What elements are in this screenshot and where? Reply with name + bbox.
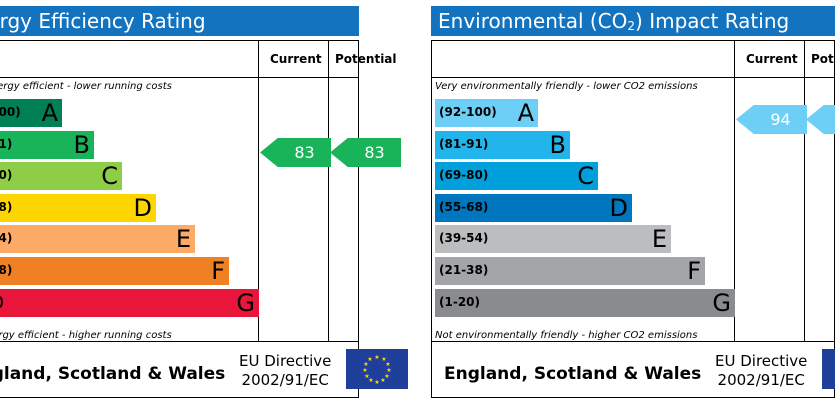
band-letter: C [577,162,594,191]
potential-header: Potential [335,52,397,66]
svg-text:★: ★ [363,361,368,368]
svg-text:★: ★ [374,354,379,361]
svg-text:★: ★ [374,379,379,386]
eu-directive: EU Directive 2002/91/EC [239,352,332,389]
band-range: (55-68) [0,199,13,214]
band-range: (69-80) [0,168,13,183]
energy-efficiency-panel: Energy Efficiency Rating Current Potenti… [0,6,408,398]
band-letter: D [609,193,628,222]
band-letter: E [175,225,191,254]
rating-band-a: (92-100) A [0,99,62,127]
rating-band-g: (1-20) G [0,288,259,317]
potential-rating-value: 83 [364,143,385,162]
band-range: (69-80) [439,168,489,183]
svg-text:★: ★ [380,377,385,384]
band-range: (81-91) [0,136,13,151]
band-range: (92-100) [439,105,497,119]
svg-text:★: ★ [367,356,372,363]
potential-rating-arrow: 83 [330,138,401,167]
rating-band-g: (1-20) G [435,288,735,317]
panel-title: Energy Efficiency Rating [0,9,206,33]
current-rating-value: 94 [770,110,791,129]
potential-header: Potential [811,52,835,66]
rating-band-d: (55-68) D [435,193,632,222]
svg-text:★: ★ [381,356,386,363]
rating-band-c: (69-80) C [435,162,598,191]
rating-band-e: (39-54) E [435,225,671,254]
band-letter: B [549,130,566,159]
band-letter: B [73,130,90,159]
band-range: (21-38) [0,263,13,277]
rating-band-e: (39-54) E [0,225,195,254]
current-rating-arrow: 83 [260,138,331,167]
environmental-impact-panel: Environmental (CO2) Impact Rating Curren… [431,0,835,404]
svg-text:★: ★ [385,361,390,368]
panel-title: Environmental (CO2) Impact Rating [438,9,790,33]
band-letter: D [133,193,152,222]
rating-band-a: (92-100) A [435,99,538,127]
top-note: Very energy efficient - lower running co… [0,81,172,92]
top-note: Very environmentally friendly - lower CO… [435,81,698,92]
rating-band-b: (81-91) B [435,130,570,159]
band-range: (1-20) [439,294,480,309]
band-letter: A [517,99,534,127]
band-range: (39-54) [439,231,489,246]
country-label: England, Scotland & Wales [444,364,702,384]
svg-text:★: ★ [384,373,389,380]
band-range: (39-54) [0,231,13,246]
title-bar: Energy Efficiency Rating [0,6,359,36]
rating-band-f: (21-38) F [0,257,229,285]
band-range: (92-100) [0,105,21,119]
svg-text:★: ★ [386,367,391,374]
band-letter: F [211,257,225,285]
bottom-note: Not environmentally friendly - higher CO… [435,330,698,341]
current-rating-value: 83 [294,143,315,162]
current-rating-arrow: 94 [736,105,807,134]
rating-band-b: (81-91) B [0,130,94,159]
country-label: England, Scotland & Wales [0,364,226,384]
rating-chart: Current Potential Very environmentally f… [431,40,835,398]
potential-rating-arrow [806,105,835,134]
rating-band-d: (55-68) D [0,193,156,222]
current-header: Current [270,52,322,66]
svg-text:★: ★ [368,377,373,384]
band-letter: F [687,257,701,285]
band-range: (21-38) [439,263,489,277]
band-range: (55-68) [439,199,489,214]
svg-text:★: ★ [362,367,367,374]
current-header: Current [746,52,798,66]
band-range: (81-91) [439,136,489,151]
rating-band-c: (69-80) C [0,162,122,191]
band-range: (1-20) [0,295,4,309]
band-letter: G [712,288,731,317]
rating-band-f: (21-38) F [435,257,705,285]
title-bar: Environmental (CO2) Impact Rating [431,6,835,36]
rating-chart: Current Potential Very energy efficient … [0,40,401,398]
eu-flag-icon: ★ ★ ★ ★ ★ ★ ★ ★ ★ ★ ★ ★ [346,349,408,389]
band-letter: E [651,225,667,254]
svg-text:★: ★ [364,373,369,380]
band-letter: C [101,162,118,191]
eu-directive: EU Directive 2002/91/EC [715,352,808,389]
bottom-note: Not energy efficient - higher running co… [0,330,172,341]
eu-flag-icon [822,349,835,389]
band-letter: G [236,288,255,317]
band-letter: A [41,99,58,127]
